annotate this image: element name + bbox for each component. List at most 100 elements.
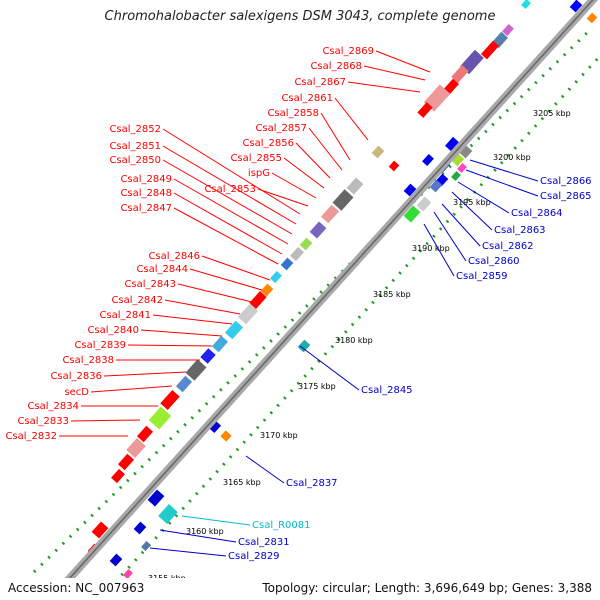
gene-label-right: Csal_2863 (494, 225, 546, 236)
gene-feature (451, 153, 465, 167)
gene-label-right: Csal_2831 (238, 537, 290, 548)
gene-label-left: Csal_2840 (87, 325, 139, 336)
leader-line (70, 419, 141, 422)
gene-feature (280, 257, 294, 271)
leader-line (451, 191, 493, 231)
gene-label-left: Csal_2869 (322, 46, 374, 57)
kbp-tick-label: 3205 kbp (533, 109, 571, 118)
gene-label-left: Csal_2848 (120, 188, 172, 199)
gene-feature (309, 221, 327, 239)
leader-line (465, 169, 539, 197)
kbp-tick-label: 3175 kbp (298, 382, 336, 391)
gene-feature (147, 489, 165, 507)
gene-feature (445, 136, 459, 152)
leader-line (245, 455, 285, 484)
gene-label-left: Csal_2853 (204, 184, 256, 195)
gene-label-left: Csal_2847 (120, 203, 172, 214)
gene-feature (459, 145, 473, 159)
leader-line (162, 159, 293, 235)
leader-line (90, 385, 173, 393)
leader-line (201, 255, 271, 281)
kbp-tick-label: 3160 kbp (186, 527, 224, 536)
gene-label-right: Csal_2864 (511, 208, 563, 219)
gene-feature (332, 189, 354, 211)
gene-feature (158, 504, 178, 524)
gene-feature (299, 237, 313, 251)
gene-label-left: Csal_2846 (148, 251, 200, 262)
gene-label-right: Csal_2866 (540, 176, 592, 187)
gene-label-left: Csal_2834 (27, 401, 79, 412)
gene-label-left: Csal_2839 (74, 340, 126, 351)
gene-label-left: Csal_2832 (5, 431, 57, 442)
footer-bar: Accession: NC_007963 Topology: circular;… (0, 578, 600, 600)
gene-feature (141, 541, 151, 551)
gene-feature (123, 569, 133, 579)
gene-label-left: Csal_2857 (255, 123, 307, 134)
leader-line (283, 157, 325, 189)
gene-label-left: Csal_2855 (230, 153, 282, 164)
gene-feature (148, 406, 172, 430)
gene-feature (451, 65, 469, 83)
gene-feature (111, 468, 125, 484)
gene-label-right: Csal_2860 (468, 256, 520, 267)
gene-feature (371, 145, 385, 159)
gene-label-right: Csal_2829 (228, 551, 280, 562)
leader-line (271, 172, 317, 199)
leader-line (164, 299, 241, 315)
leader-line (162, 145, 297, 225)
gene-feature (224, 320, 244, 340)
leader-line (189, 268, 263, 291)
kbp-tick-label: 3185 kbp (373, 290, 411, 299)
gene-feature (521, 0, 531, 9)
leader-line (308, 127, 343, 171)
topology-text: Topology: circular; Length: 3,696,649 bp… (262, 581, 592, 595)
leader-line (295, 142, 331, 179)
leader-line (152, 314, 233, 325)
leader-line (173, 207, 279, 265)
gene-feature (403, 205, 421, 223)
leader-line (173, 178, 289, 245)
leader-line (433, 211, 467, 262)
genome-title: Chromohalobacter salexigens DSM 3043, co… (104, 9, 496, 24)
gene-feature (502, 23, 514, 37)
genome-backbone (47, 0, 599, 600)
leader-line (469, 159, 539, 182)
gene-feature (569, 0, 583, 13)
gene-feature (126, 438, 146, 458)
gene-features (87, 0, 598, 595)
leader-line (181, 515, 251, 526)
gene-feature (429, 179, 443, 193)
gene-feature (211, 335, 229, 353)
gene-label-left: Csal_2867 (294, 77, 346, 88)
kbp-tick-label: 3190 kbp (412, 244, 450, 253)
gene-label-left: Csal_2856 (242, 138, 294, 149)
gene-label-left: Csal_2858 (267, 108, 319, 119)
gene-label-left: Csal_2852 (109, 124, 161, 135)
label-leader-lines (59, 50, 539, 589)
gene-label-right: Csal_2837 (286, 478, 338, 489)
leader-line (177, 283, 253, 303)
gene-feature (290, 246, 304, 262)
gene-feature (133, 521, 147, 535)
gene-feature (91, 521, 109, 539)
leader-line (127, 344, 213, 347)
leader-line (149, 547, 227, 557)
gene-label-left: Csal_2843 (124, 279, 176, 290)
leader-line (320, 112, 351, 161)
gene-feature (270, 270, 282, 284)
leader-line (363, 65, 426, 81)
gene-feature (481, 40, 499, 60)
tick-ring-inner (106, 54, 600, 592)
gene-label-left: ispG (248, 168, 270, 179)
gene-label-left: Csal_2861 (281, 93, 333, 104)
kbp-tick-label: 3180 kbp (335, 336, 373, 345)
gene-label-left: Csal_2842 (111, 295, 163, 306)
leader-line (299, 345, 360, 391)
gene-feature (109, 553, 123, 567)
kbp-tick-label: 3170 kbp (260, 431, 298, 440)
gene-label-left: secD (64, 387, 89, 398)
leader-line (441, 203, 481, 247)
gene-label-left: Csal_2836 (50, 371, 102, 382)
gene-feature (346, 177, 364, 195)
